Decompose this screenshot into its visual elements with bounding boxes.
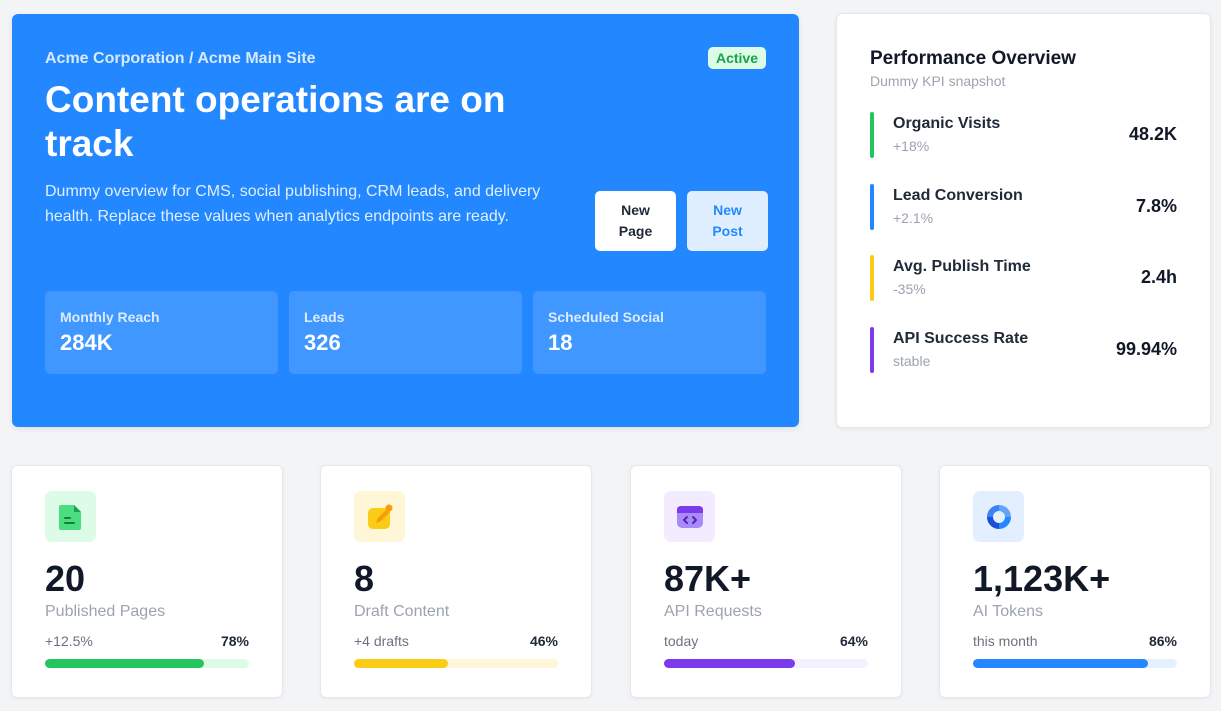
hero-description: Dummy overview for CMS, social publishin… (45, 183, 541, 225)
document-icon (45, 491, 96, 542)
kpi-avg-publish-time: Avg. Publish Time -35% 2.4h (870, 255, 1177, 301)
new-post-button[interactable]: New Post (687, 191, 768, 251)
progress-track (354, 659, 558, 668)
kpi-accent-bar (870, 112, 874, 158)
ai-swirl-icon (973, 491, 1024, 542)
stat-monthly-reach: Monthly Reach 284K (45, 291, 278, 374)
progress-fill (45, 659, 205, 668)
stat-label: Monthly Reach (60, 309, 160, 325)
performance-title: Performance Overview (870, 48, 1076, 69)
hero-panel: Acme Corporation / Acme Main Site Active… (12, 14, 799, 427)
progress-track (45, 659, 249, 668)
kpi-change: -35% (893, 281, 926, 297)
edit-note-icon (354, 491, 405, 542)
kpi-accent-bar (870, 184, 874, 230)
kpi-api-success-rate: API Success Rate stable 99.94% (870, 327, 1177, 373)
card-percent: 78% (220, 633, 249, 649)
stat-leads: Leads 326 (289, 291, 522, 374)
card-value: 1,123K+ (973, 558, 1111, 599)
code-window-icon (664, 491, 715, 542)
stat-card-ai-tokens: 1,123K+ AI Tokens this month 86% (939, 465, 1211, 698)
kpi-value: 48.2K (1128, 124, 1177, 144)
stat-value: 284K (60, 330, 113, 355)
stat-value: 18 (548, 330, 573, 355)
kpi-value: 7.8% (1135, 196, 1177, 216)
new-page-button[interactable]: New Page (595, 191, 676, 251)
status-badge: Active (707, 47, 766, 69)
kpi-value: 2.4h (1140, 267, 1177, 287)
kpi-change: +18% (893, 138, 930, 154)
card-percent: 46% (529, 633, 558, 649)
card-label: API Requests (664, 603, 762, 620)
stat-label: Leads (304, 309, 345, 325)
card-value: 8 (354, 558, 375, 599)
progress-fill (354, 659, 448, 668)
stat-card-draft-content: 8 Draft Content +4 drafts 46% (320, 465, 592, 698)
card-percent: 86% (1148, 633, 1177, 649)
card-label: Published Pages (45, 603, 166, 620)
progress-fill (973, 659, 1149, 668)
kpi-accent-bar (870, 327, 874, 373)
stat-value: 326 (304, 330, 341, 355)
kpi-change: stable (893, 353, 931, 369)
card-label: Draft Content (354, 603, 450, 620)
kpi-label: Lead Conversion (893, 187, 1023, 204)
kpi-change: +2.1% (893, 210, 934, 226)
kpi-lead-conversion: Lead Conversion +2.1% 7.8% (870, 184, 1177, 230)
kpi-label: Organic Visits (893, 115, 1001, 132)
performance-subtitle: Dummy KPI snapshot (870, 73, 1006, 89)
kpi-label: API Success Rate (893, 330, 1029, 347)
progress-fill (664, 659, 795, 668)
breadcrumb[interactable]: Acme Corporation / Acme Main Site (45, 50, 316, 67)
stat-card-api-requests: 87K+ API Requests today 64% (630, 465, 902, 698)
page-title: Content operations are on track (45, 79, 506, 164)
card-value: 20 (45, 558, 86, 599)
card-meta: this month (973, 633, 1038, 649)
performance-overview-card: Performance Overview Dummy KPI snapshot … (836, 13, 1211, 428)
card-meta: +12.5% (45, 633, 93, 649)
progress-track (973, 659, 1177, 668)
stat-scheduled-social: Scheduled Social 18 (533, 291, 766, 374)
kpi-label: Avg. Publish Time (893, 258, 1031, 275)
progress-track (664, 659, 868, 668)
kpi-organic-visits: Organic Visits +18% 48.2K (870, 112, 1177, 158)
card-meta: +4 drafts (354, 633, 409, 649)
card-value: 87K+ (664, 558, 752, 599)
kpi-value: 99.94% (1115, 339, 1177, 359)
kpi-accent-bar (870, 255, 874, 301)
card-meta: today (664, 633, 699, 649)
card-percent: 64% (839, 633, 868, 649)
card-label: AI Tokens (973, 603, 1043, 620)
stat-label: Scheduled Social (548, 309, 664, 325)
stat-card-published-pages: 20 Published Pages +12.5% 78% (11, 465, 283, 698)
